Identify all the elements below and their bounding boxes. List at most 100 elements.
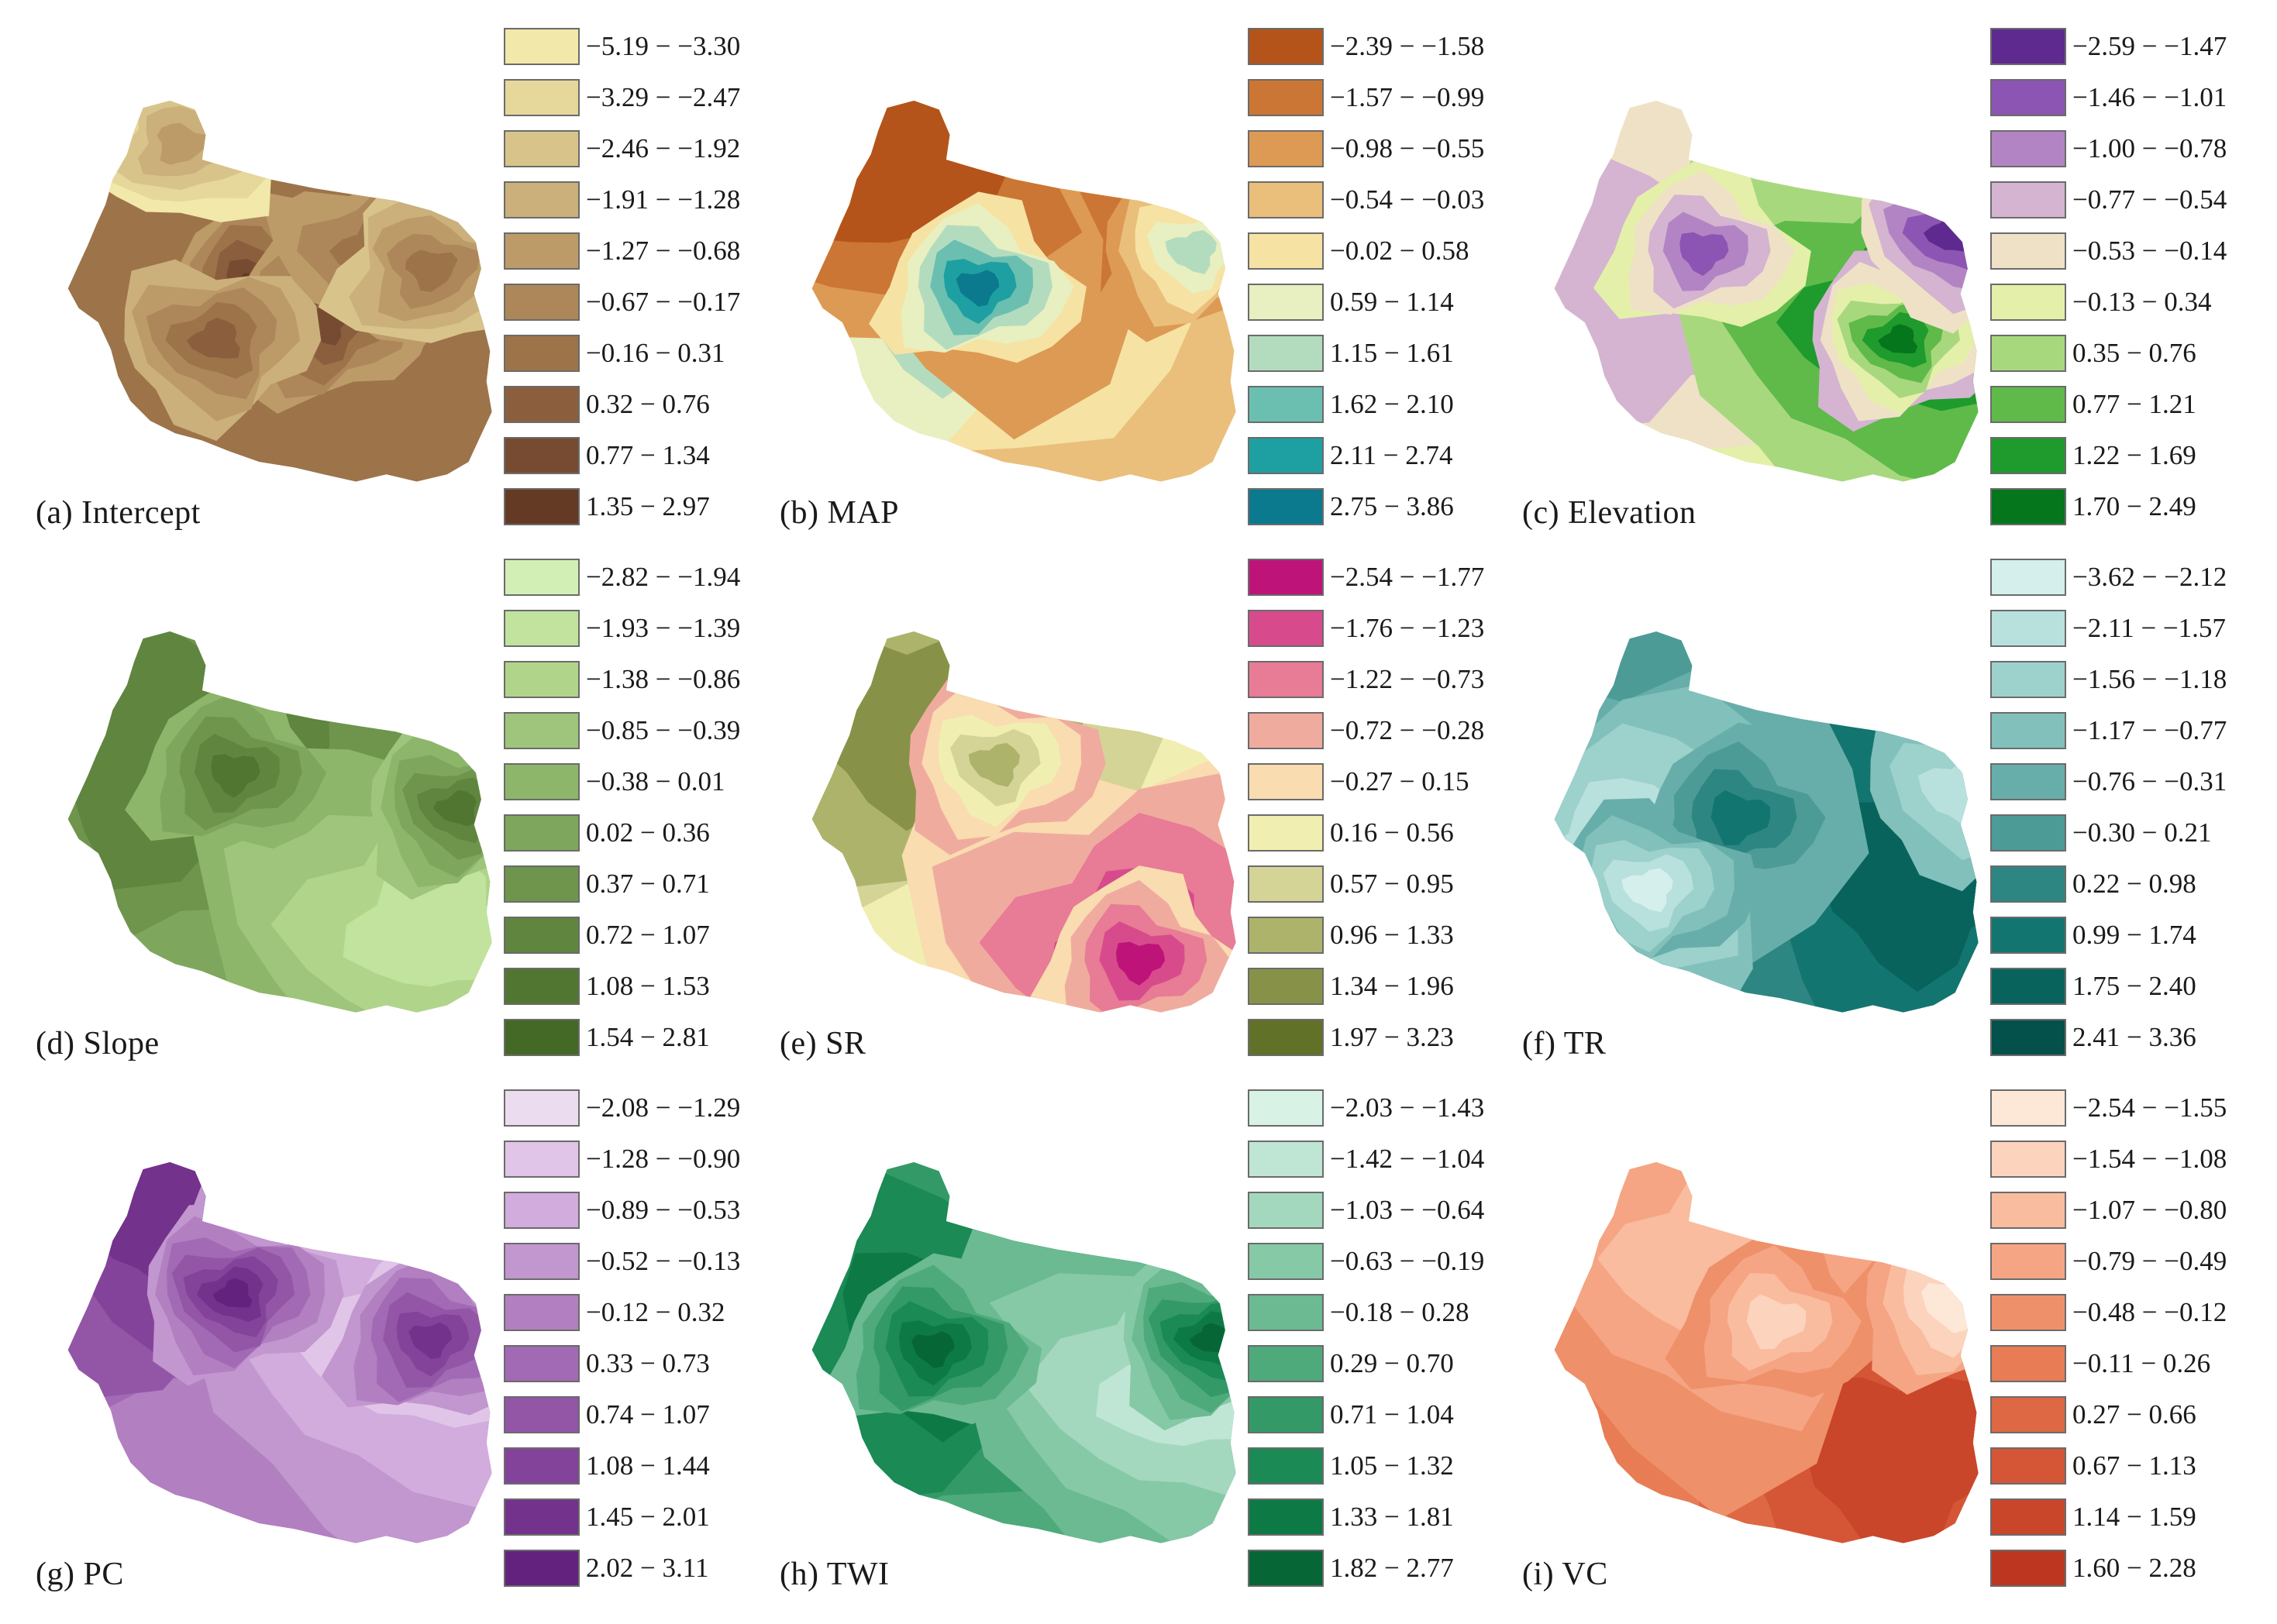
legend-swatch (504, 661, 580, 698)
legend-range-label: 2.02 − 3.11 (586, 1553, 709, 1583)
legend-range-label: 0.59 − 1.14 (1330, 287, 1454, 317)
legend-swatch (1990, 1141, 2066, 1178)
legend-item: 1.54 − 2.81 (504, 1014, 760, 1065)
legend-range-label: 0.71 − 1.04 (1330, 1399, 1454, 1430)
terrain-raster-icon (1554, 1162, 1979, 1543)
legend-item: −0.77 − −0.54 (1990, 177, 2246, 228)
legend-range-label: 1.34 − 1.96 (1330, 971, 1454, 1001)
legend-item: −1.93 − −1.39 (504, 605, 760, 656)
legend-item: −2.54 − −1.77 (1248, 554, 1504, 605)
legend-item: −1.07 − −0.80 (1990, 1187, 2246, 1238)
legend-swatch (504, 284, 580, 321)
legend-swatch (1990, 559, 2066, 596)
legend-item: 1.45 − 2.01 (504, 1494, 760, 1545)
legend-range-label: −1.42 − −1.04 (1330, 1144, 1485, 1174)
panel-d: (d) Slope −2.82 − −1.94 −1.93 − −1.39 −1.38… (23, 554, 767, 1081)
legend-swatch (504, 1345, 580, 1382)
legend-range-label: 1.05 − 1.32 (1330, 1450, 1454, 1481)
legend-range-label: 2.41 − 3.36 (2072, 1022, 2196, 1052)
legend-item: −0.38 − 0.01 (504, 759, 760, 810)
legend-item: −1.46 − −1.01 (1990, 74, 2246, 126)
legend-swatch (504, 1019, 580, 1056)
legend-range-label: −0.79 − −0.49 (2072, 1246, 2227, 1276)
legend-swatch (504, 1550, 580, 1587)
legend-swatch (1248, 1550, 1324, 1587)
legend-range-label: 0.22 − 0.98 (2072, 869, 2196, 899)
legend-range-label: 0.77 − 1.34 (586, 440, 710, 470)
legend: −2.82 − −1.94 −1.93 − −1.39 −1.38 − −0.86 −… (504, 554, 760, 1065)
legend-swatch (1990, 1192, 2066, 1229)
legend-swatch (1990, 437, 2066, 474)
terrain-raster-icon (67, 101, 492, 482)
legend-swatch (1248, 1192, 1324, 1229)
legend-item: 0.77 − 1.21 (1990, 381, 2246, 432)
legend-item: −0.54 − −0.03 (1248, 177, 1504, 228)
legend-swatch (1990, 1243, 2066, 1280)
panel-a: (a) Intercept −5.19 − −3.30 −3.29 − −2.47−… (23, 23, 767, 550)
legend-swatch (1248, 181, 1324, 218)
legend-range-label: 0.99 − 1.74 (2072, 920, 2196, 950)
legend-item: −2.08 − −1.29 (504, 1085, 760, 1136)
legend-swatch (1248, 1089, 1324, 1127)
legend-range-label: −0.16 − 0.31 (586, 338, 725, 368)
legend-item: 0.02 − 0.36 (504, 810, 760, 861)
legend-swatch (1990, 865, 2066, 903)
legend-item: 0.29 − 0.70 (1248, 1340, 1504, 1392)
legend-range-label: −1.76 − −1.23 (1330, 613, 1485, 643)
legend-swatch (1248, 284, 1324, 321)
legend-swatch (504, 712, 580, 749)
legend-item: −0.85 − −0.39 (504, 707, 760, 759)
legend-swatch (1248, 559, 1324, 596)
legend-range-label: −1.17 − −0.77 (2072, 715, 2227, 745)
legend-item: 1.35 − 2.97 (504, 483, 760, 535)
legend-item: −3.29 − −2.47 (504, 74, 760, 126)
legend-item: 2.11 − 2.74 (1248, 432, 1504, 483)
legend-range-label: 1.15 − 1.61 (1330, 338, 1454, 368)
legend-range-label: −1.56 − −1.18 (2072, 664, 2227, 694)
legend-range-label: 0.57 − 0.95 (1330, 869, 1454, 899)
terrain-raster-icon (67, 1162, 492, 1543)
legend-swatch (1248, 968, 1324, 1005)
legend-item: −2.82 − −1.94 (504, 554, 760, 605)
legend-swatch (1990, 1498, 2066, 1536)
legend-item: 1.70 − 2.49 (1990, 483, 2246, 535)
legend-swatch (504, 386, 580, 423)
legend-swatch (1248, 1498, 1324, 1536)
legend-range-label: −1.07 − −0.80 (2072, 1195, 2227, 1225)
legend-item: −2.03 − −1.43 (1248, 1085, 1504, 1136)
panel-label: (e) SR (780, 1026, 866, 1061)
legend-range-label: −2.39 − −1.58 (1330, 31, 1485, 61)
legend-swatch (504, 814, 580, 852)
legend-range-label: 1.45 − 2.01 (586, 1502, 710, 1532)
legend-item: 1.22 − 1.69 (1990, 432, 2246, 483)
legend-item: −1.54 − −1.08 (1990, 1136, 2246, 1187)
legend-item: −0.16 − 0.31 (504, 330, 760, 381)
legend-item: 0.96 − 1.33 (1248, 912, 1504, 963)
legend-swatch (1248, 661, 1324, 698)
legend-swatch (504, 1294, 580, 1331)
legend-range-label: −1.46 − −1.01 (2072, 82, 2227, 112)
legend-range-label: −3.29 − −2.47 (586, 82, 741, 112)
legend-swatch (1248, 488, 1324, 525)
legend-item: 1.82 − 2.77 (1248, 1545, 1504, 1596)
legend-item: −0.18 − 0.28 (1248, 1289, 1504, 1340)
legend-item: −0.13 − 0.34 (1990, 279, 2246, 330)
legend-swatch (504, 917, 580, 954)
legend-swatch (1990, 1396, 2066, 1433)
legend-item: 0.59 − 1.14 (1248, 279, 1504, 330)
legend-item: −1.91 − −1.28 (504, 177, 760, 228)
legend-item: −1.56 − −1.18 (1990, 656, 2246, 707)
legend-item: −0.02 − 0.58 (1248, 228, 1504, 279)
legend: −2.39 − −1.58 −1.57 − −0.99 −0.98 − −0.55 −… (1248, 23, 1504, 535)
legend-range-label: 1.82 − 2.77 (1330, 1553, 1454, 1583)
legend-item: 0.32 − 0.76 (504, 381, 760, 432)
legend-range-label: −0.98 − −0.55 (1330, 133, 1485, 163)
legend-swatch (1990, 130, 2066, 167)
legend-item: 0.77 − 1.34 (504, 432, 760, 483)
legend-item: 2.75 − 3.86 (1248, 483, 1504, 535)
legend-item: −0.27 − 0.15 (1248, 759, 1504, 810)
legend-item: −0.52 − −0.13 (504, 1238, 760, 1289)
legend-item: 2.02 − 3.11 (504, 1545, 760, 1596)
panel-i: (i) VC −2.54 − −1.55 −1.54 − −1.08 −1.07 − … (1510, 1085, 2254, 1612)
legend-range-label: 1.22 − 1.69 (2072, 440, 2196, 470)
